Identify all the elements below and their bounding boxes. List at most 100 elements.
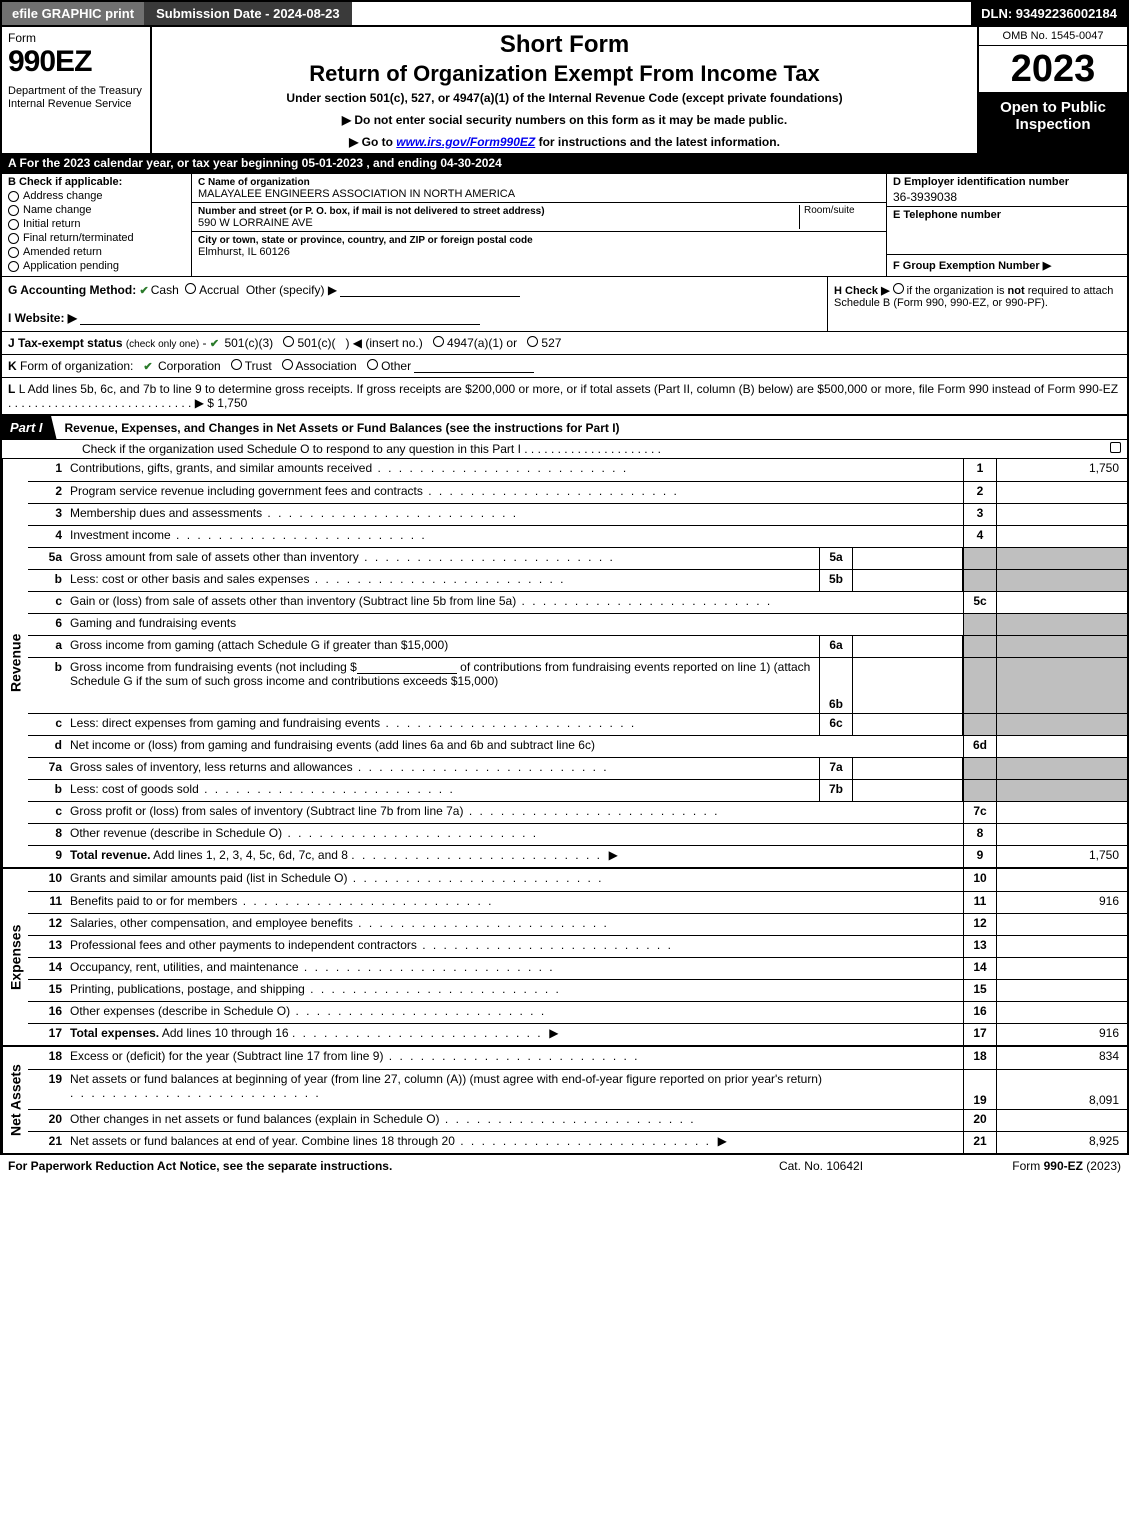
street-value: 590 W LORRAINE AVE <box>198 217 313 229</box>
check-label: Initial return <box>23 218 80 230</box>
section-h: H Check ▶ if the organization is not req… <box>827 277 1127 331</box>
radio-4947-icon[interactable] <box>433 336 444 347</box>
check-label: Application pending <box>23 260 119 272</box>
website-line: I Website: ▶ <box>8 311 821 325</box>
section-j: J Tax-exempt status (check only one) - 5… <box>0 332 1129 355</box>
omb-number: OMB No. 1545-0047 <box>979 27 1127 46</box>
line-6d: dNet income or (loss) from gaming and fu… <box>28 735 1127 757</box>
gh-left: G Accounting Method: Cash Accrual Other … <box>2 277 827 331</box>
org-name-label: C Name of organization <box>198 177 310 188</box>
city-label: City or town, state or province, country… <box>198 235 533 246</box>
schedule-o-checkbox[interactable] <box>1110 442 1121 453</box>
line-5b: bLess: cost or other basis and sales exp… <box>28 569 1127 591</box>
open-to-public: Open to Public Inspection <box>979 93 1127 153</box>
other-org-input[interactable] <box>414 359 534 373</box>
header-right: OMB No. 1545-0047 2023 Open to Public In… <box>977 27 1127 153</box>
line-19: 19Net assets or fund balances at beginni… <box>28 1069 1127 1109</box>
checkbox-icon <box>8 261 19 272</box>
row-a-tax-year: A For the 2023 calendar year, or tax yea… <box>0 153 1129 174</box>
irs-link[interactable]: www.irs.gov/Form990EZ <box>396 135 535 149</box>
checkbox-icon <box>8 191 19 202</box>
ein-label: D Employer identification number <box>887 174 1127 190</box>
line-20: 20Other changes in net assets or fund ba… <box>28 1109 1127 1131</box>
header-left: Form 990EZ Department of the Treasury In… <box>2 27 152 153</box>
line-7c: cGross profit or (loss) from sales of in… <box>28 801 1127 823</box>
org-name-value: MALAYALEE ENGINEERS ASSOCIATION IN NORTH… <box>198 188 515 200</box>
section-c: C Name of organization MALAYALEE ENGINEE… <box>192 174 887 276</box>
line-6b: b Gross income from fundraising events (… <box>28 657 1127 713</box>
revenue-side-label: Revenue <box>2 459 28 867</box>
net-assets-side-label: Net Assets <box>2 1047 28 1153</box>
part-1-sub-text: Check if the organization used Schedule … <box>82 442 1091 456</box>
form-number: 990EZ <box>8 45 144 79</box>
section-b-title: B Check if applicable: <box>8 176 185 188</box>
checkbox-icon <box>8 233 19 244</box>
line-21: 21Net assets or fund balances at end of … <box>28 1131 1127 1153</box>
check-name-change[interactable]: Name change <box>8 204 185 216</box>
fundraising-amount-input[interactable] <box>357 660 457 674</box>
website-input[interactable] <box>80 311 480 325</box>
part-1-header: Part I Revenue, Expenses, and Changes in… <box>0 416 1129 440</box>
form-word: Form <box>8 31 144 45</box>
section-k: K Form of organization: Corporation Trus… <box>0 355 1129 378</box>
line-8: 8Other revenue (describe in Schedule O) … <box>28 823 1127 845</box>
line-6c: cLess: direct expenses from gaming and f… <box>28 713 1127 735</box>
page-footer: For Paperwork Reduction Act Notice, see … <box>0 1155 1129 1177</box>
section-b: B Check if applicable: Address change Na… <box>2 174 192 276</box>
net-assets-table: Net Assets 18Excess or (deficit) for the… <box>0 1047 1129 1155</box>
cash-label: Cash <box>151 283 179 297</box>
section-ghi: G Accounting Method: Cash Accrual Other … <box>0 277 1129 332</box>
check-initial-return[interactable]: Initial return <box>8 218 185 230</box>
check-corporation-icon <box>143 359 154 373</box>
checkbox-icon <box>8 247 19 258</box>
part-1-badge: Part I <box>2 416 57 439</box>
paperwork-notice: For Paperwork Reduction Act Notice, see … <box>8 1159 721 1173</box>
check-final-return[interactable]: Final return/terminated <box>8 232 185 244</box>
street-label: Number and street (or P. O. box, if mail… <box>198 206 545 217</box>
street-row: Number and street (or P. O. box, if mail… <box>192 203 886 232</box>
line-13: 13Professional fees and other payments t… <box>28 935 1127 957</box>
city-row: City or town, state or province, country… <box>192 232 886 260</box>
checkbox-icon <box>8 219 19 230</box>
check-501c3-icon <box>210 336 221 350</box>
radio-association-icon[interactable] <box>282 359 293 370</box>
form-header: Form 990EZ Department of the Treasury In… <box>0 27 1129 153</box>
expenses-table: Expenses 10Grants and similar amounts pa… <box>0 869 1129 1047</box>
accrual-label: Accrual <box>199 283 239 297</box>
radio-501c-icon[interactable] <box>283 336 294 347</box>
submission-date: Submission Date - 2024-08-23 <box>144 2 352 25</box>
other-specify-input[interactable] <box>340 283 520 297</box>
city-value: Elmhurst, IL 60126 <box>198 246 290 258</box>
radio-accrual-icon[interactable] <box>185 283 196 294</box>
radio-527-icon[interactable] <box>527 336 538 347</box>
note2-post: for instructions and the latest informat… <box>539 135 780 149</box>
efile-print-button[interactable]: efile GRAPHIC print <box>2 2 144 25</box>
return-subtitle: Under section 501(c), 527, or 4947(a)(1)… <box>160 91 969 105</box>
line-1: 1Contributions, gifts, grants, and simil… <box>28 459 1127 481</box>
dept-label: Department of the Treasury Internal Reve… <box>8 85 144 111</box>
topbar-spacer <box>352 2 972 25</box>
gross-receipts-value: 1,750 <box>217 396 247 410</box>
check-address-change[interactable]: Address change <box>8 190 185 202</box>
ssn-warning: ▶ Do not enter social security numbers o… <box>160 113 969 127</box>
section-bcdef: B Check if applicable: Address change Na… <box>0 174 1129 277</box>
tax-year: 2023 <box>979 46 1127 93</box>
expenses-side-label: Expenses <box>2 869 28 1045</box>
part-1-subheader: Check if the organization used Schedule … <box>0 440 1129 459</box>
schedule-b-checkbox[interactable] <box>893 283 904 294</box>
short-form-title: Short Form <box>160 31 969 59</box>
telephone-label: E Telephone number <box>887 207 1127 255</box>
line-7b: bLess: cost of goods sold 7b <box>28 779 1127 801</box>
check-label: Amended return <box>23 246 102 258</box>
check-amended-return[interactable]: Amended return <box>8 246 185 258</box>
line-5c: cGain or (loss) from sale of assets othe… <box>28 591 1127 613</box>
line-10: 10Grants and similar amounts paid (list … <box>28 869 1127 891</box>
form-ref: Form 990-EZ (2023) <box>921 1159 1121 1173</box>
instructions-link-line: ▶ Go to www.irs.gov/Form990EZ for instru… <box>160 135 969 149</box>
org-name-row: C Name of organization MALAYALEE ENGINEE… <box>192 174 886 203</box>
radio-other-icon[interactable] <box>367 359 378 370</box>
line-6: 6Gaming and fundraising events <box>28 613 1127 635</box>
radio-trust-icon[interactable] <box>231 359 242 370</box>
line-3: 3Membership dues and assessments 3 <box>28 503 1127 525</box>
check-application-pending[interactable]: Application pending <box>8 260 185 272</box>
